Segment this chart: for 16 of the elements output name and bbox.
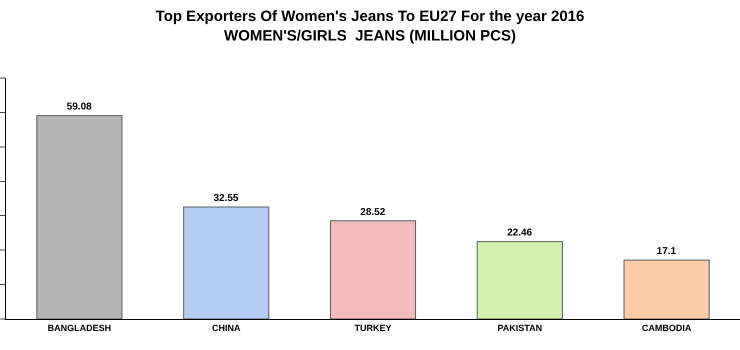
bar <box>36 115 122 319</box>
data-label: 32.55 <box>213 192 239 204</box>
data-label: 28.52 <box>360 206 386 218</box>
data-label: 17.1 <box>656 246 677 258</box>
bar <box>183 206 270 319</box>
bar <box>476 241 563 319</box>
bar <box>624 260 710 319</box>
chart-title: Top Exporters Of Women's Jeans To EU27 For the year 2016 WOMEN'S/GIRLS JEANS (MILLION PCS) <box>156 8 584 44</box>
bar <box>330 220 416 319</box>
data-label: 59.08 <box>66 102 92 113</box>
x-tick-label: CHINA <box>212 322 241 333</box>
x-tick-label: CAMBODIA <box>642 322 692 333</box>
x-tick-label: PAKISTAN <box>497 322 542 333</box>
x-tick-label: BANGLADESH <box>48 322 112 333</box>
x-tick-label: TURKEY <box>354 322 392 333</box>
data-label: 22.46 <box>507 228 533 239</box>
